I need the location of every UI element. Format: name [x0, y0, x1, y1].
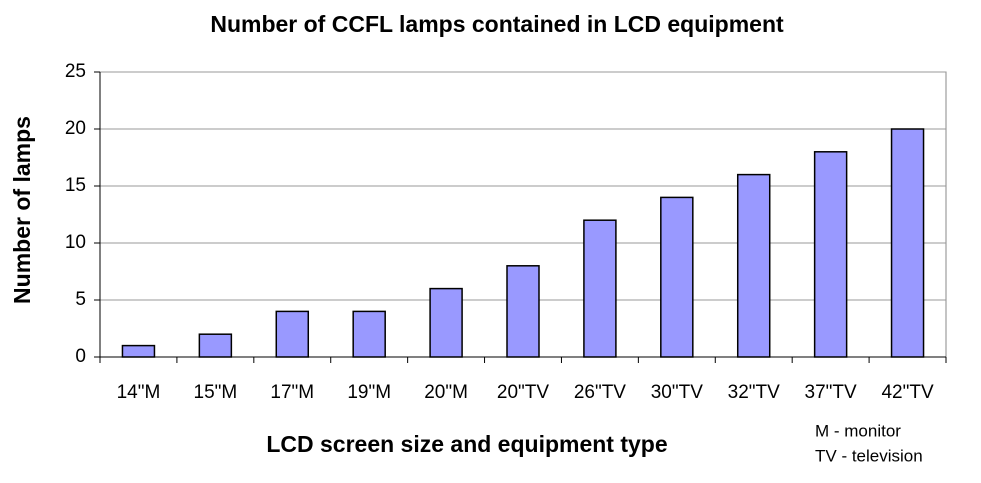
- x-tick-label: 20"TV: [497, 382, 549, 403]
- y-axis-label: Number of lamps: [9, 116, 35, 304]
- y-tick-label: 15: [65, 175, 86, 196]
- x-axis-label: LCD screen size and equipment type: [266, 431, 667, 457]
- bar: [890, 128, 925, 358]
- bar: [275, 310, 310, 358]
- x-tick-label: 15"M: [194, 382, 238, 403]
- bar: [198, 333, 233, 358]
- x-tick-label: 37"TV: [805, 382, 857, 403]
- bar: [583, 219, 617, 358]
- x-tick-label: 17"M: [270, 382, 314, 403]
- y-tick-label: 5: [75, 289, 86, 310]
- x-tick-label: 14"M: [117, 382, 161, 403]
- y-tick-label: 10: [65, 232, 86, 253]
- x-tick-label: 26"TV: [574, 382, 626, 403]
- x-tick-label: 20"M: [424, 382, 468, 403]
- annotation: M - monitor: [815, 421, 901, 440]
- bar: [429, 287, 463, 358]
- bar: [660, 196, 694, 358]
- bar: [813, 151, 848, 358]
- bar: [352, 310, 386, 358]
- bar: [736, 173, 771, 358]
- annotation: TV - television: [815, 446, 923, 465]
- chart-title: Number of CCFL lamps contained in LCD eq…: [210, 11, 784, 37]
- x-tick-label: 30"TV: [651, 382, 703, 403]
- y-tick-label: 25: [65, 61, 86, 82]
- x-tick-label: 32"TV: [728, 382, 780, 403]
- bar: [506, 265, 540, 358]
- x-tick-label: 42"TV: [881, 382, 933, 403]
- x-tick-label: 19"M: [347, 382, 391, 403]
- y-tick-label: 20: [65, 118, 86, 139]
- y-tick-label: 0: [75, 346, 86, 367]
- bar: [121, 344, 156, 358]
